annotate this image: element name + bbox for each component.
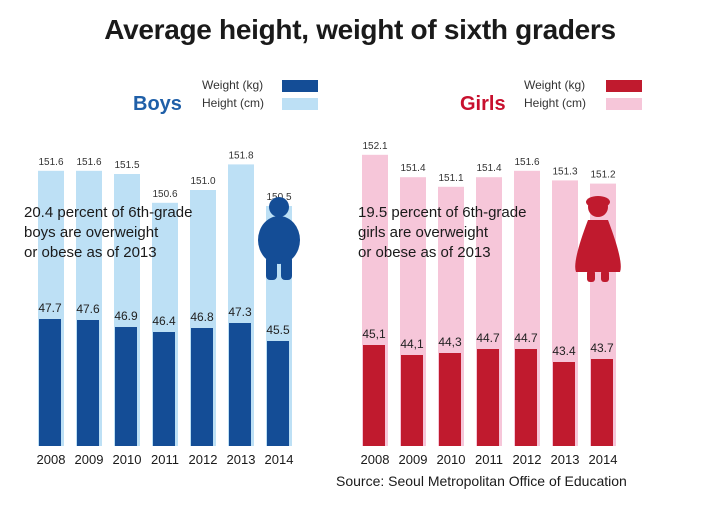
x-tick-label: 2008 — [361, 452, 390, 467]
x-tick-label: 2010 — [113, 452, 142, 467]
weight-bar — [553, 362, 575, 446]
weight-bar — [363, 345, 385, 446]
height-value-label: 151.3 — [552, 166, 577, 177]
source-note: Source: Seoul Metropolitan Office of Edu… — [336, 473, 627, 489]
weight-bar — [401, 355, 423, 446]
height-value-label: 151.5 — [114, 160, 139, 171]
height-value-label: 152.1 — [362, 141, 387, 152]
height-value-label: 151.4 — [400, 163, 425, 174]
weight-bar — [229, 323, 251, 446]
boy-figure-icon — [258, 197, 300, 280]
weight-bar — [39, 319, 61, 446]
annotation-line: boys are overweight — [24, 224, 159, 241]
weight-bar — [439, 353, 461, 446]
x-tick-label: 2014 — [589, 452, 618, 467]
height-value-label: 151.6 — [38, 157, 63, 168]
x-tick-label: 2011 — [151, 452, 179, 467]
x-tick-label: 2010 — [437, 452, 466, 467]
x-tick-label: 2014 — [265, 452, 294, 467]
weight-value-label: 44.7 — [514, 331, 538, 345]
weight-value-label: 46.9 — [114, 309, 138, 323]
x-tick-label: 2009 — [399, 452, 428, 467]
legend-weight-swatch — [606, 80, 642, 92]
height-value-label: 151.2 — [590, 170, 615, 181]
weight-bar — [477, 349, 499, 446]
panel-title: Girls — [460, 93, 506, 115]
weight-bar — [115, 327, 137, 446]
weight-bar — [515, 349, 537, 446]
height-value-label: 151.4 — [476, 163, 501, 174]
legend-weight-swatch — [282, 80, 318, 92]
weight-bar — [77, 320, 99, 446]
height-value-label: 151.0 — [190, 176, 215, 187]
weight-value-label: 43.4 — [552, 344, 576, 358]
page-title: Average height, weight of sixth graders — [104, 14, 616, 45]
weight-bar — [591, 359, 613, 446]
x-tick-label: 2011 — [475, 452, 503, 467]
legend-height-swatch — [606, 98, 642, 110]
annotation-line: 20.4 percent of 6th-grade — [24, 204, 192, 221]
x-tick-label: 2009 — [75, 452, 104, 467]
legend-height-label: Height (cm) — [202, 96, 264, 110]
height-value-label: 151.6 — [514, 157, 539, 168]
legend-weight-label: Weight (kg) — [524, 78, 585, 92]
height-value-label: 150.6 — [152, 189, 177, 200]
panel-title: Boys — [133, 93, 182, 115]
legend-weight-label: Weight (kg) — [202, 78, 263, 92]
x-tick-label: 2012 — [513, 452, 542, 467]
weight-value-label: 47.6 — [76, 302, 100, 316]
x-tick-label: 2013 — [227, 452, 256, 467]
legend-height-swatch — [282, 98, 318, 110]
weight-value-label: 46.4 — [152, 314, 176, 328]
weight-value-label: 47.7 — [38, 301, 62, 315]
legend-height-label: Height (cm) — [524, 96, 586, 110]
weight-bar — [153, 332, 175, 446]
annotation-line: 19.5 percent of 6th-grade — [358, 204, 526, 221]
weight-value-label: 47.3 — [228, 305, 252, 319]
weight-bar — [191, 328, 213, 446]
weight-value-label: 44,1 — [400, 337, 424, 351]
weight-value-label: 44.7 — [476, 331, 500, 345]
height-value-label: 151.6 — [76, 157, 101, 168]
height-value-label: 151.1 — [438, 173, 463, 184]
weight-value-label: 44,3 — [438, 335, 462, 349]
height-value-label: 151.8 — [228, 150, 253, 161]
annotation-line: girls are overweight — [358, 224, 489, 241]
weight-value-label: 45,1 — [362, 327, 386, 341]
weight-value-label: 43.7 — [590, 341, 614, 355]
annotation-line: or obese as of 2013 — [24, 244, 157, 261]
girl-figure-icon — [575, 196, 621, 282]
annotation-line: or obese as of 2013 — [358, 244, 491, 261]
weight-bar — [267, 341, 289, 446]
x-tick-label: 2012 — [189, 452, 218, 467]
weight-value-label: 46.8 — [190, 310, 214, 324]
x-tick-label: 2008 — [37, 452, 66, 467]
weight-value-label: 45.5 — [266, 323, 290, 337]
x-tick-label: 2013 — [551, 452, 580, 467]
